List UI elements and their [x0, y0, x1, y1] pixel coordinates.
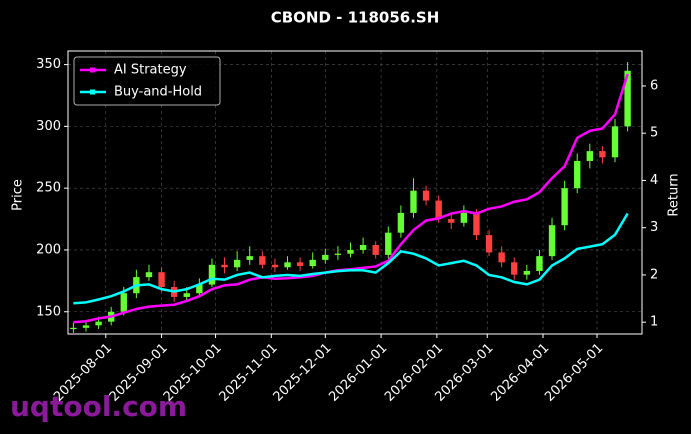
y2-tick-label: 3 [650, 220, 658, 235]
candle-body [246, 256, 253, 260]
candle-body [82, 325, 90, 328]
candle-body [196, 284, 203, 294]
y-tick-label: 150 [36, 304, 61, 319]
legend-box [73, 56, 221, 106]
candle-body [523, 270, 531, 275]
candle-body [586, 151, 594, 161]
candle-body [259, 256, 266, 265]
candle-body [233, 259, 241, 268]
candle-body [70, 327, 77, 330]
candle-body [95, 321, 102, 326]
candle-body [624, 70, 631, 127]
candle-body [599, 151, 606, 158]
candle-body [460, 212, 468, 223]
watermark: uqtool.com [10, 390, 187, 423]
y2-tick-label: 2 [650, 267, 658, 282]
candle-body [359, 245, 367, 250]
legend-marker [90, 89, 95, 95]
candle-body [485, 235, 493, 253]
candle-body [574, 160, 581, 189]
legend-label: Buy-and-Hold [114, 85, 202, 100]
candle-body [410, 190, 417, 213]
plot-frame [67, 50, 643, 335]
candle-body [145, 272, 153, 278]
candle-body [158, 272, 165, 288]
candle-body [120, 293, 127, 312]
y-tick-label: 350 [36, 57, 61, 72]
candle-body [511, 262, 518, 275]
return-line [73, 212, 629, 305]
candle-body [561, 188, 568, 226]
y-tick-label: 250 [36, 181, 61, 196]
candle-body [548, 225, 556, 257]
candle-body [183, 293, 190, 297]
candle-body [448, 219, 455, 223]
y-tick-label: 300 [36, 119, 61, 134]
legend-label: AI Strategy [114, 63, 187, 78]
candle-body [498, 252, 505, 263]
candle-body [536, 256, 543, 271]
candle-body [284, 262, 291, 268]
candle-body [397, 212, 405, 233]
candle-body [372, 245, 379, 255]
candle-body [473, 212, 480, 236]
y-axis-label: Price [11, 179, 26, 211]
candle-body [296, 262, 304, 267]
y2-tick-label: 6 [650, 78, 658, 93]
candle-body [271, 264, 279, 268]
candle-body [347, 249, 354, 254]
candle-body [221, 264, 228, 268]
candle-body [385, 232, 392, 255]
candle-body [611, 126, 619, 158]
candle-body [435, 200, 442, 220]
y2-tick-label: 4 [650, 173, 658, 188]
candle-body [309, 259, 316, 267]
y-tick-label: 200 [36, 242, 61, 257]
candle-body [322, 254, 329, 260]
candle-body [334, 253, 342, 255]
y2-tick-label: 1 [650, 315, 658, 330]
candle-body [208, 264, 216, 285]
chart-title: CBOND - 118056.SH [271, 9, 440, 27]
y2-axis-label: Return [667, 173, 682, 216]
legend-marker [90, 67, 95, 73]
y2-tick-label: 5 [650, 126, 658, 141]
candle-body [422, 190, 430, 201]
